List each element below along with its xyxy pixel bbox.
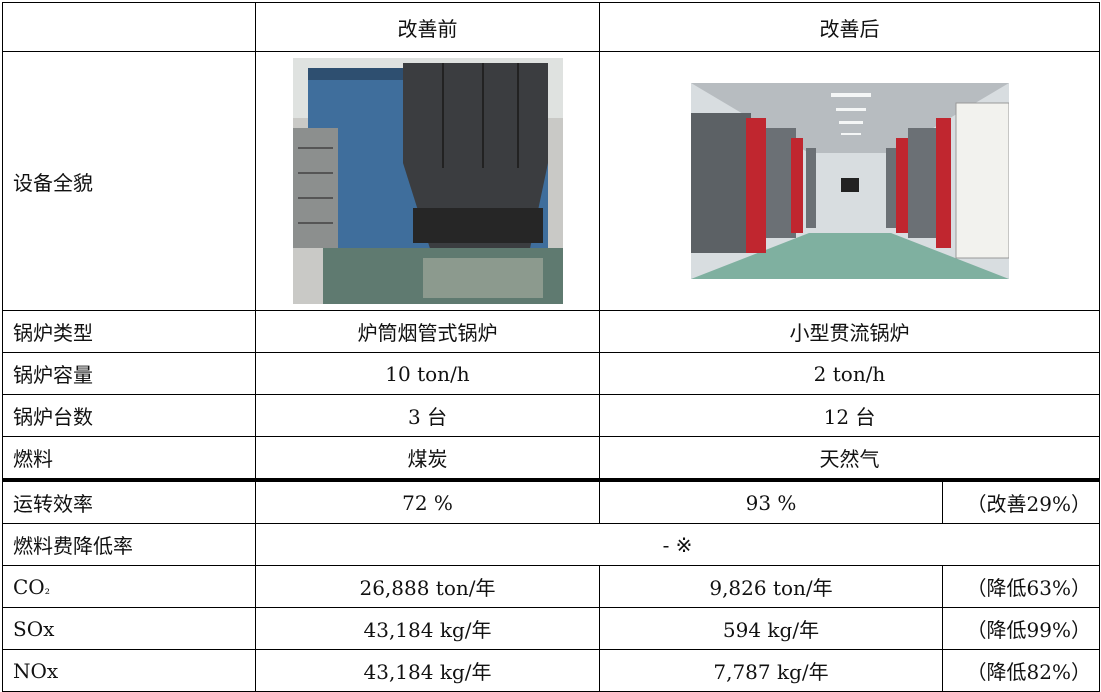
value-cell: 43,184 kg/年 bbox=[255, 649, 600, 692]
value-cell: 9,826 ton/年 bbox=[599, 565, 943, 608]
value-cell: 43,184 kg/年 bbox=[255, 607, 600, 650]
note-cell: （降低82%） bbox=[942, 649, 1100, 692]
data-row: 燃料 煤炭 天然气 bbox=[2, 436, 1100, 481]
boiler-after-photo bbox=[690, 83, 1009, 279]
value-cell: 2 ton/h bbox=[599, 352, 1100, 395]
note-cell: （改善29%） bbox=[942, 478, 1100, 524]
row-label: 锅炉容量 bbox=[2, 352, 256, 395]
image-cell bbox=[255, 51, 600, 311]
row-label: 锅炉台数 bbox=[2, 394, 256, 437]
value-cell: 26,888 ton/年 bbox=[255, 565, 600, 608]
value-cell: 72 % bbox=[255, 478, 600, 524]
value-cell: 炉筒烟管式锅炉 bbox=[255, 310, 600, 353]
value-cell: 10 ton/h bbox=[255, 352, 600, 395]
header-row: 改善前 改善后 bbox=[2, 2, 1100, 52]
value-cell: 12 台 bbox=[599, 394, 1100, 437]
value-cell: 天然气 bbox=[599, 436, 1100, 481]
value-cell: 3 台 bbox=[255, 394, 600, 437]
row-label: 设备全貌 bbox=[2, 51, 256, 311]
note-cell: （降低63%） bbox=[942, 565, 1100, 608]
row-label: 锅炉类型 bbox=[2, 310, 256, 353]
row-label: CO₂ bbox=[2, 565, 256, 608]
note-cell: （降低99%） bbox=[942, 607, 1100, 650]
corner-cell bbox=[2, 2, 256, 52]
value-cell: 93 % bbox=[599, 478, 943, 524]
row-label: NOx bbox=[2, 649, 256, 692]
data-row: CO₂ 26,888 ton/年 9,826 ton/年 （降低63%） bbox=[2, 565, 1100, 608]
row-label: 燃料 bbox=[2, 436, 256, 481]
boiler-before-photo bbox=[292, 58, 563, 304]
value-cell: 594 kg/年 bbox=[599, 607, 943, 650]
data-row: 燃料费降低率 - ※ bbox=[2, 523, 1100, 566]
header-cell: 改善前 bbox=[255, 2, 600, 52]
row-label: SOx bbox=[2, 607, 256, 650]
image-cell bbox=[599, 51, 1100, 311]
data-row: 锅炉类型 炉筒烟管式锅炉 小型贯流锅炉 bbox=[2, 310, 1100, 353]
value-cell: 7,787 kg/年 bbox=[599, 649, 943, 692]
row-label: 运转效率 bbox=[2, 478, 256, 524]
data-row: 锅炉容量 10 ton/h 2 ton/h bbox=[2, 352, 1100, 395]
data-row: NOx 43,184 kg/年 7,787 kg/年 （降低82%） bbox=[2, 649, 1100, 692]
value-cell: 煤炭 bbox=[255, 436, 600, 481]
header-cell: 改善后 bbox=[599, 2, 1100, 52]
image-row: 设备全貌 bbox=[2, 51, 1100, 311]
data-row: 锅炉台数 3 台 12 台 bbox=[2, 394, 1100, 437]
value-cell: - ※ bbox=[255, 523, 1100, 566]
data-row: 运转效率 72 % 93 % （改善29%） bbox=[2, 478, 1100, 524]
row-label: 燃料费降低率 bbox=[2, 523, 256, 566]
data-row: SOx 43,184 kg/年 594 kg/年 （降低99%） bbox=[2, 607, 1100, 650]
value-cell: 小型贯流锅炉 bbox=[599, 310, 1100, 353]
